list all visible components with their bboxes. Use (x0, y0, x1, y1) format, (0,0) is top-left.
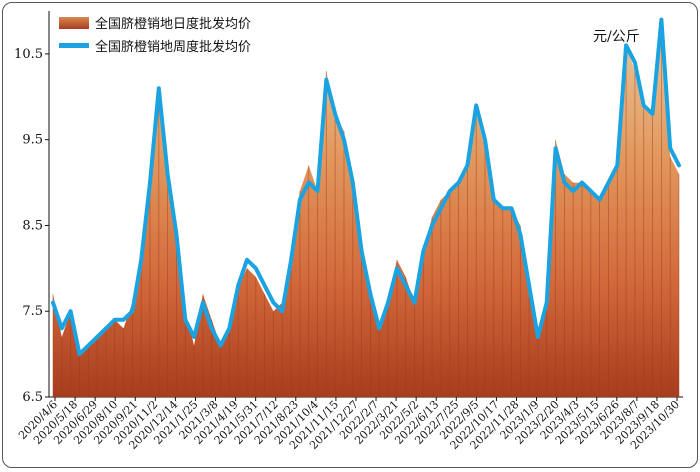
y-tick-label: 10.5 (14, 47, 43, 62)
y-tick-label: 7.5 (22, 304, 43, 319)
legend-swatch-daily (59, 17, 89, 29)
y-tick-label: 8.5 (22, 218, 43, 233)
y-tick-label: 9.5 (22, 133, 43, 148)
price-chart: 6.5 7.5 8.5 9.5 10.5 2020/4/62020/5/182020/6… (14, 11, 683, 452)
y-tick-label: 6.5 (22, 390, 43, 405)
unit-label: 元/公斤 (593, 29, 640, 45)
x-axis: 2020/4/62020/5/182020/6/292020/8/102020/… (16, 396, 683, 452)
legend-label-daily: 全国脐橙销地日度批发均价 (95, 16, 251, 32)
y-axis: 6.5 7.5 8.5 9.5 10.5 (14, 11, 50, 405)
plot-area (51, 17, 681, 397)
daily-price-area (53, 19, 679, 397)
legend-swatch-weekly (59, 43, 89, 48)
weekly-price-line (51, 17, 681, 357)
legend: 全国脐橙销地日度批发均价 全国脐橙销地周度批发均价 (59, 16, 251, 55)
legend-label-weekly: 全国脐橙销地周度批发均价 (95, 39, 251, 55)
